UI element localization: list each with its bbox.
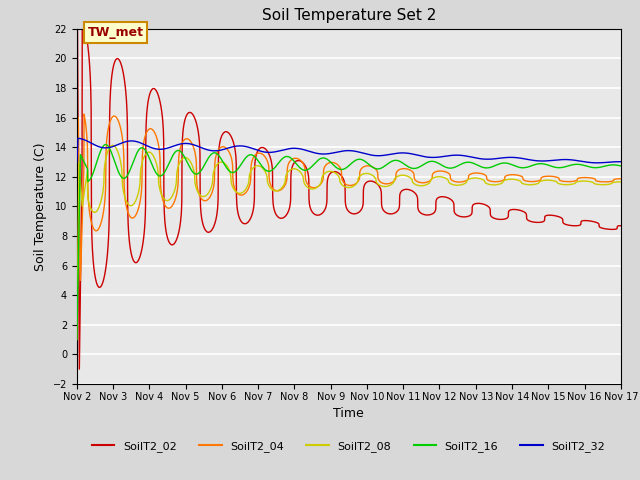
SoilT2_16 — [168, 156, 175, 161]
SoilT2_02 — [548, 213, 556, 218]
Y-axis label: Soil Temperature (C): Soil Temperature (C) — [34, 142, 47, 271]
SoilT2_16 — [617, 163, 625, 169]
SoilT2_08 — [305, 185, 313, 191]
SoilT2_16 — [548, 163, 556, 169]
Title: Soil Temperature Set 2: Soil Temperature Set 2 — [262, 9, 436, 24]
SoilT2_04 — [607, 179, 614, 184]
SoilT2_32 — [548, 157, 556, 163]
SoilT2_08 — [607, 181, 614, 187]
SoilT2_08 — [135, 187, 143, 193]
Text: TW_met: TW_met — [88, 26, 144, 39]
SoilT2_02 — [79, 19, 86, 24]
SoilT2_32 — [617, 159, 625, 165]
SoilT2_32 — [73, 159, 81, 165]
Line: SoilT2_08: SoilT2_08 — [77, 145, 621, 340]
SoilT2_02 — [168, 242, 175, 248]
SoilT2_32 — [282, 146, 289, 152]
SoilT2_02 — [607, 227, 614, 232]
SoilT2_08 — [109, 143, 116, 148]
Line: SoilT2_32: SoilT2_32 — [77, 138, 621, 163]
SoilT2_32 — [607, 159, 614, 165]
SoilT2_02 — [76, 366, 83, 372]
SoilT2_08 — [73, 337, 81, 343]
SoilT2_04 — [73, 337, 81, 343]
SoilT2_04 — [282, 181, 289, 187]
Line: SoilT2_04: SoilT2_04 — [77, 114, 621, 340]
Line: SoilT2_02: SoilT2_02 — [77, 22, 621, 369]
SoilT2_02 — [617, 223, 625, 228]
SoilT2_02 — [282, 213, 290, 219]
Legend: SoilT2_02, SoilT2_04, SoilT2_08, SoilT2_16, SoilT2_32: SoilT2_02, SoilT2_04, SoilT2_08, SoilT2_… — [88, 437, 610, 456]
SoilT2_32 — [593, 160, 601, 166]
SoilT2_08 — [617, 179, 625, 185]
X-axis label: Time: Time — [333, 407, 364, 420]
SoilT2_16 — [282, 154, 289, 159]
Line: SoilT2_16: SoilT2_16 — [77, 144, 621, 340]
SoilT2_16 — [135, 147, 143, 153]
SoilT2_08 — [168, 195, 175, 201]
SoilT2_32 — [168, 144, 175, 150]
SoilT2_16 — [305, 166, 313, 172]
SoilT2_16 — [102, 142, 109, 147]
SoilT2_02 — [73, 337, 81, 343]
SoilT2_04 — [617, 176, 625, 181]
SoilT2_32 — [74, 135, 82, 141]
SoilT2_02 — [135, 256, 143, 262]
SoilT2_04 — [135, 204, 143, 209]
SoilT2_04 — [548, 173, 556, 179]
SoilT2_16 — [73, 337, 81, 343]
SoilT2_16 — [607, 162, 614, 168]
SoilT2_04 — [168, 204, 175, 210]
SoilT2_04 — [305, 183, 313, 189]
SoilT2_08 — [548, 178, 556, 183]
SoilT2_02 — [305, 201, 313, 206]
SoilT2_04 — [80, 111, 88, 117]
SoilT2_32 — [135, 140, 143, 145]
SoilT2_08 — [282, 174, 289, 180]
SoilT2_32 — [305, 148, 313, 154]
